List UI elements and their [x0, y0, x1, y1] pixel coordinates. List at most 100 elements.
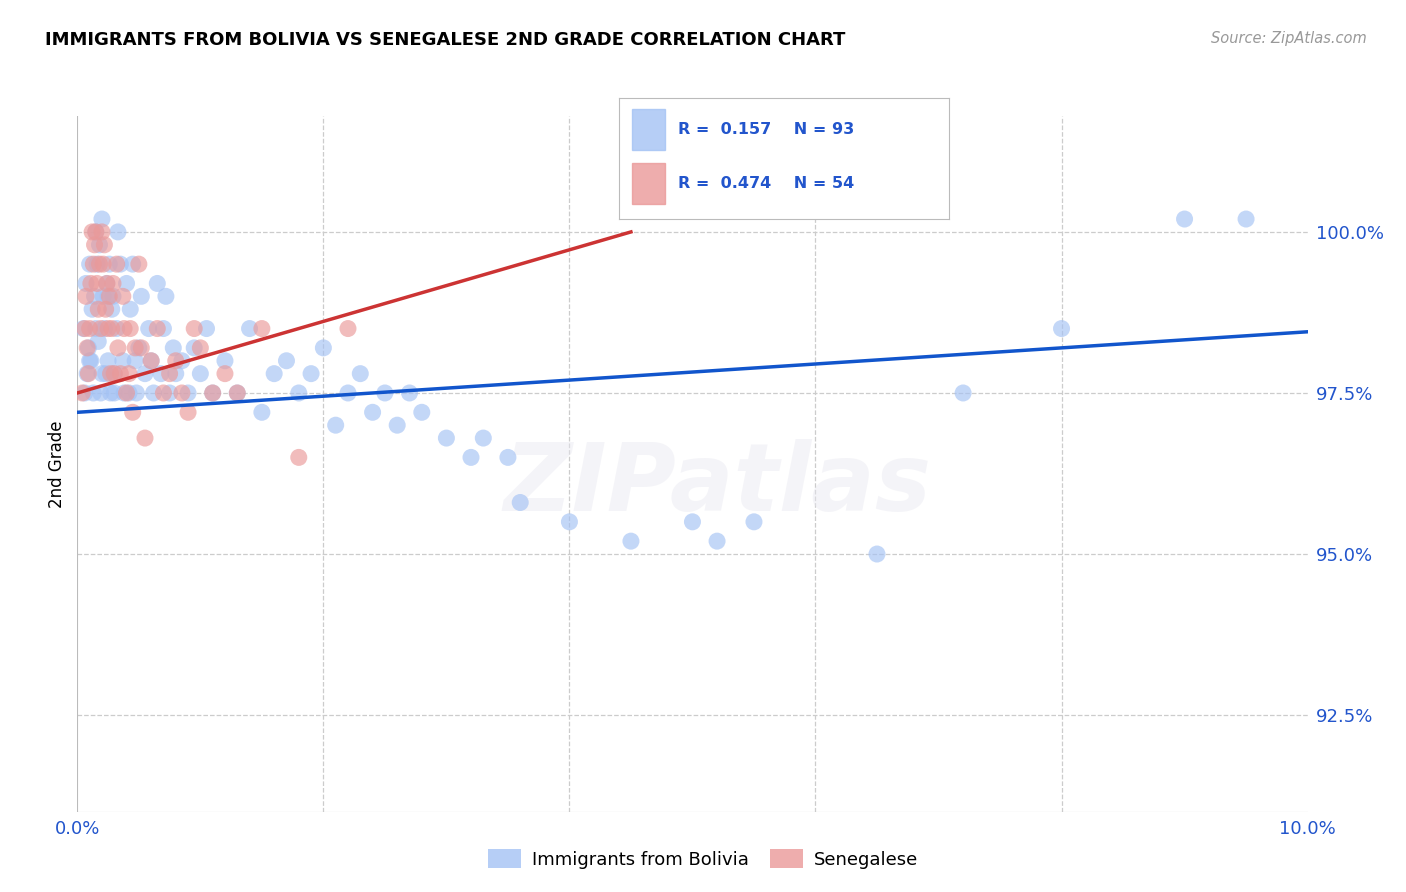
Point — [263, 367, 285, 381]
Point — [79, 353, 101, 368]
Legend: Immigrants from Bolivia, Senegalese: Immigrants from Bolivia, Senegalese — [481, 841, 925, 876]
Point — [288, 450, 311, 465]
Point — [1234, 212, 1257, 227]
Point — [96, 277, 118, 291]
Point — [83, 237, 105, 252]
Point — [398, 386, 420, 401]
Point — [177, 386, 200, 401]
Text: Source: ZipAtlas.com: Source: ZipAtlas.com — [1211, 31, 1367, 46]
Point — [124, 341, 146, 355]
Point — [125, 386, 148, 401]
Point — [177, 405, 200, 419]
Point — [86, 257, 108, 271]
Point — [83, 289, 105, 303]
Point — [105, 321, 128, 335]
Point — [509, 495, 531, 509]
Point — [337, 321, 360, 335]
Text: ZIPatlas: ZIPatlas — [503, 439, 931, 531]
Point — [239, 321, 262, 335]
Point — [82, 302, 104, 317]
Point — [188, 341, 212, 355]
Point — [101, 289, 124, 303]
Point — [170, 353, 193, 368]
Point — [226, 386, 249, 401]
Point — [146, 321, 169, 335]
Point — [195, 321, 218, 335]
Point — [250, 405, 273, 419]
Point — [90, 212, 114, 227]
Point — [124, 353, 146, 368]
Y-axis label: 2nd Grade: 2nd Grade — [48, 420, 66, 508]
Point — [77, 341, 100, 355]
Point — [101, 277, 124, 291]
Point — [460, 450, 482, 465]
Point — [80, 353, 103, 368]
Point — [90, 367, 114, 381]
Point — [76, 341, 98, 355]
Point — [97, 321, 120, 335]
Point — [152, 321, 174, 335]
Point — [472, 431, 495, 445]
Point — [73, 321, 96, 335]
Point — [436, 431, 458, 445]
Point — [93, 321, 115, 335]
Point — [188, 367, 212, 381]
Point — [159, 367, 181, 381]
Point — [742, 515, 765, 529]
Point — [94, 302, 117, 317]
Point — [103, 367, 125, 381]
Point — [110, 257, 132, 271]
Point — [361, 405, 384, 419]
Point — [100, 386, 122, 401]
Point — [94, 367, 117, 381]
Point — [107, 341, 129, 355]
Point — [201, 386, 224, 401]
Point — [141, 353, 163, 368]
Point — [79, 321, 101, 335]
Point — [90, 225, 114, 239]
Point — [150, 367, 173, 381]
Bar — [631, 109, 665, 150]
Point — [558, 515, 581, 529]
Point — [77, 367, 100, 381]
Point — [214, 353, 236, 368]
Text: IMMIGRANTS FROM BOLIVIA VS SENEGALESE 2ND GRADE CORRELATION CHART: IMMIGRANTS FROM BOLIVIA VS SENEGALESE 2N… — [45, 31, 845, 49]
Point — [111, 289, 134, 303]
Point — [620, 534, 643, 549]
Point — [100, 367, 122, 381]
Point — [141, 353, 163, 368]
Point — [1174, 212, 1197, 227]
Point — [101, 302, 124, 317]
Point — [276, 353, 298, 368]
Point — [91, 289, 114, 303]
Point — [170, 386, 193, 401]
Point — [82, 257, 104, 271]
Point — [93, 237, 115, 252]
Point — [118, 386, 141, 401]
Point — [121, 257, 143, 271]
Point — [98, 289, 121, 303]
Point — [288, 386, 311, 401]
Point — [226, 386, 249, 401]
Point — [299, 367, 322, 381]
Point — [134, 431, 156, 445]
Point — [131, 341, 153, 355]
Point — [89, 237, 111, 252]
Point — [142, 386, 165, 401]
Point — [1050, 321, 1073, 335]
Point — [201, 386, 224, 401]
Point — [159, 386, 181, 401]
Point — [411, 405, 433, 419]
Point — [128, 257, 150, 271]
Point — [325, 418, 347, 433]
Point — [387, 418, 409, 433]
Point — [75, 277, 97, 291]
Point — [105, 257, 128, 271]
Point — [87, 334, 110, 349]
Point — [86, 277, 108, 291]
Text: R =  0.157    N = 93: R = 0.157 N = 93 — [678, 122, 855, 137]
Point — [75, 289, 97, 303]
Bar — [631, 163, 665, 204]
Point — [131, 289, 153, 303]
Point — [146, 277, 169, 291]
